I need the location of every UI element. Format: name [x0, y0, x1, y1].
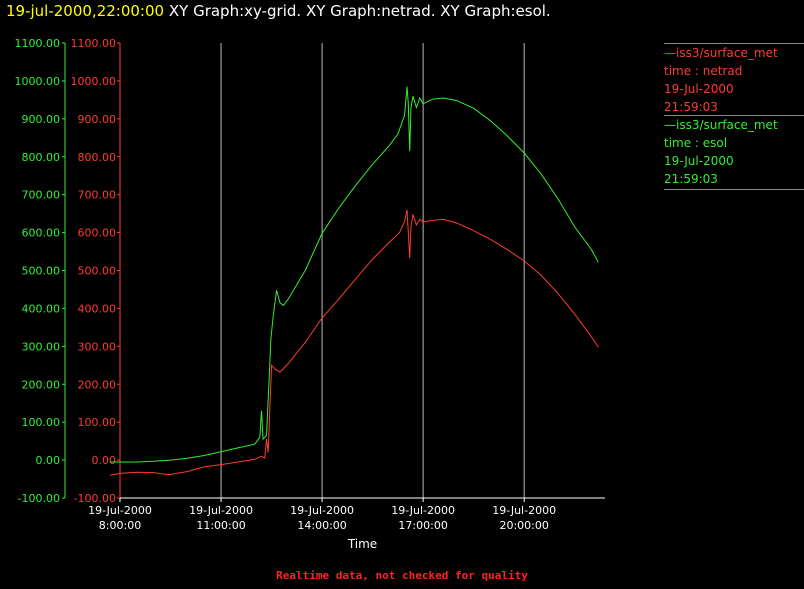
x-tick-label-time: 14:00:00	[297, 519, 346, 532]
legend-netrad: —iss3/surface_met time : netrad 19-Jul-2…	[664, 42, 804, 116]
legend-esol-variable: time : esol	[664, 136, 728, 150]
y-tick-label-esol: 0.00	[36, 454, 61, 467]
legend-netrad-date: 19-Jul-2000	[664, 82, 734, 96]
y-tick-label-netrad: 400.00	[78, 302, 117, 315]
y-tick-label-esol: 300.00	[22, 340, 61, 353]
y-tick-label-esol: 200.00	[22, 378, 61, 391]
legend-divider	[664, 115, 804, 116]
x-axis-label: Time	[347, 537, 377, 551]
x-tick-label-time: 11:00:00	[196, 519, 245, 532]
y-tick-label-esol: 400.00	[22, 302, 61, 315]
y-tick-label-esol: 100.00	[22, 416, 61, 429]
y-tick-label-netrad: 0.00	[92, 454, 117, 467]
y-tick-label-netrad: 700.00	[78, 189, 117, 202]
y-tick-label-netrad: 900.00	[78, 113, 117, 126]
y-tick-label-esol: 600.00	[22, 227, 61, 240]
y-tick-label-esol: 1000.00	[15, 75, 61, 88]
y-tick-label-esol: -100.00	[18, 492, 60, 505]
x-tick-label-date: 19-Jul-2000	[88, 504, 152, 517]
title-timestamp: 19-jul-2000,22:00:00	[6, 2, 165, 20]
series-line-esol	[109, 86, 599, 463]
y-tick-label-netrad: 100.00	[78, 416, 117, 429]
x-tick-label-date: 19-Jul-2000	[189, 504, 253, 517]
y-tick-label-netrad: 800.00	[78, 151, 117, 164]
y-tick-label-netrad: 300.00	[78, 340, 117, 353]
legend-netrad-variable: time : netrad	[664, 64, 743, 78]
series-line-netrad	[109, 209, 599, 476]
x-tick-label-date: 19-Jul-2000	[391, 504, 455, 517]
y-tick-label-netrad: 200.00	[78, 378, 117, 391]
y-tick-label-netrad: 600.00	[78, 227, 117, 240]
x-tick-label-time: 8:00:00	[99, 519, 141, 532]
x-tick-label-time: 17:00:00	[398, 519, 447, 532]
legend-divider	[664, 43, 804, 44]
y-tick-label-netrad: 500.00	[78, 265, 117, 278]
x-tick-label-time: 20:00:00	[499, 519, 548, 532]
y-tick-label-esol: 1100.00	[15, 37, 61, 50]
legend-netrad-source: —iss3/surface_met	[664, 46, 778, 60]
y-tick-label-esol: 700.00	[22, 189, 61, 202]
y-tick-label-esol: 500.00	[22, 265, 61, 278]
x-tick-label-date: 19-Jul-2000	[290, 504, 354, 517]
chart-title: 19-jul-2000,22:00:00 XY Graph:xy-grid. X…	[6, 2, 551, 20]
legend-esol-date: 19-Jul-2000	[664, 154, 734, 168]
legend-divider	[664, 189, 804, 190]
legend-esol-source: —iss3/surface_met	[664, 118, 778, 132]
y-tick-label-netrad: 1100.00	[71, 37, 117, 50]
legend-netrad-time: 21:59:03	[664, 100, 718, 114]
y-tick-label-esol: 800.00	[22, 151, 61, 164]
y-tick-label-netrad: 1000.00	[71, 75, 117, 88]
quality-notice: Realtime data, not checked for quality	[276, 569, 528, 582]
title-graph-names: XY Graph:xy-grid. XY Graph:netrad. XY Gr…	[168, 2, 551, 20]
x-tick-label-date: 19-Jul-2000	[492, 504, 556, 517]
y-tick-label-esol: 900.00	[22, 113, 61, 126]
y-tick-label-netrad: -100.00	[74, 492, 116, 505]
legend-esol: —iss3/surface_met time : esol 19-Jul-200…	[664, 114, 804, 190]
legend-esol-time: 21:59:03	[664, 172, 718, 186]
